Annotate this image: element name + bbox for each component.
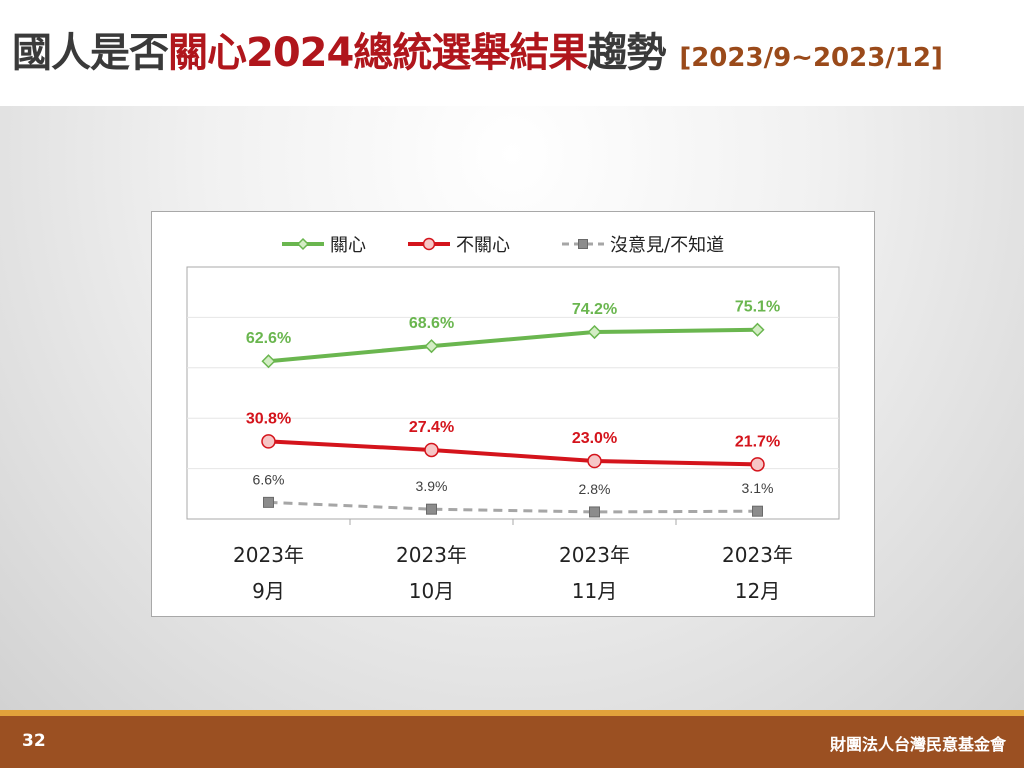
footer-bar: 32 財團法人台灣民意基金會	[0, 716, 1024, 768]
data-label: 27.4%	[409, 419, 454, 436]
data-label: 74.2%	[572, 301, 617, 318]
data-label: 3.1%	[742, 480, 774, 496]
title-prefix: 國人是否	[12, 30, 169, 76]
chart-legend: 關心 不關心 沒意見/不知道	[282, 235, 724, 256]
chart-frame: 62.6% 68.6% 74.2% 75.1% 30.8% 27.4% 23.0% 21.7%…	[151, 211, 875, 617]
data-point	[589, 506, 600, 518]
data-label: 30.8%	[246, 410, 291, 427]
x-tick-label: 2023年	[722, 543, 793, 567]
legend-marker	[578, 239, 588, 249]
data-point	[750, 322, 765, 337]
data-label: 68.6%	[409, 315, 454, 332]
data-point	[261, 434, 276, 449]
data-label: 6.6%	[253, 471, 285, 487]
organization-name: 財團法人台灣民意基金會	[829, 735, 1006, 754]
data-point	[752, 505, 763, 517]
data-point	[261, 354, 276, 369]
data-point	[587, 324, 602, 340]
data-point	[750, 457, 765, 472]
slide-title: 國人是否關心2024總統選舉結果趨勢 [2023/9~2023/12]	[12, 20, 943, 78]
data-point	[424, 339, 439, 354]
x-tick-label: 12月	[735, 579, 780, 603]
legend-label: 沒意見/不知道	[610, 235, 724, 256]
x-tick-label: 9月	[252, 579, 285, 603]
series-layer	[261, 322, 765, 518]
plot-area	[186, 266, 840, 520]
gridlines	[187, 316, 839, 470]
x-tick-label: 11月	[572, 579, 617, 603]
data-label: 23.0%	[572, 430, 617, 447]
x-tick-label: 10月	[409, 579, 454, 603]
legend-label: 不關心	[456, 235, 510, 256]
series-line	[268, 500, 758, 514]
footer-divider	[0, 710, 1024, 716]
series-line	[268, 327, 758, 364]
series-line	[268, 439, 758, 467]
legend-label: 關心	[330, 235, 366, 256]
data-label: 62.6%	[246, 330, 291, 347]
x-tick-label: 2023年	[233, 543, 304, 567]
data-point	[426, 503, 437, 515]
data-label: 3.9%	[416, 478, 448, 494]
title-date-range: [2023/9~2023/12]	[679, 43, 943, 73]
x-tick-label: 2023年	[396, 543, 467, 567]
data-label: 75.1%	[735, 299, 780, 316]
title-bar: 國人是否關心2024總統選舉結果趨勢 [2023/9~2023/12]	[0, 0, 1024, 106]
page-number: 32	[22, 731, 46, 751]
data-label: 2.8%	[579, 481, 611, 497]
x-axis-labels: 2023年 9月 2023年 10月 2023年 11月 2023年 12月	[233, 543, 793, 603]
data-point	[587, 453, 602, 469]
x-axis-ticks	[349, 519, 677, 525]
data-point	[424, 442, 439, 458]
x-tick-label: 2023年	[559, 543, 630, 567]
legend-marker	[422, 237, 436, 251]
data-point	[263, 496, 274, 508]
data-label: 21.7%	[735, 433, 780, 450]
line-chart: 62.6% 68.6% 74.2% 75.1% 30.8% 27.4% 23.0% 21.7%…	[186, 235, 840, 603]
data-labels: 62.6% 68.6% 74.2% 75.1% 30.8% 27.4% 23.0% 21.7%…	[246, 299, 780, 497]
title-highlight: 關心2024總統選舉結果	[168, 30, 588, 76]
title-suffix: 趨勢	[587, 30, 666, 76]
legend-marker	[296, 237, 310, 251]
